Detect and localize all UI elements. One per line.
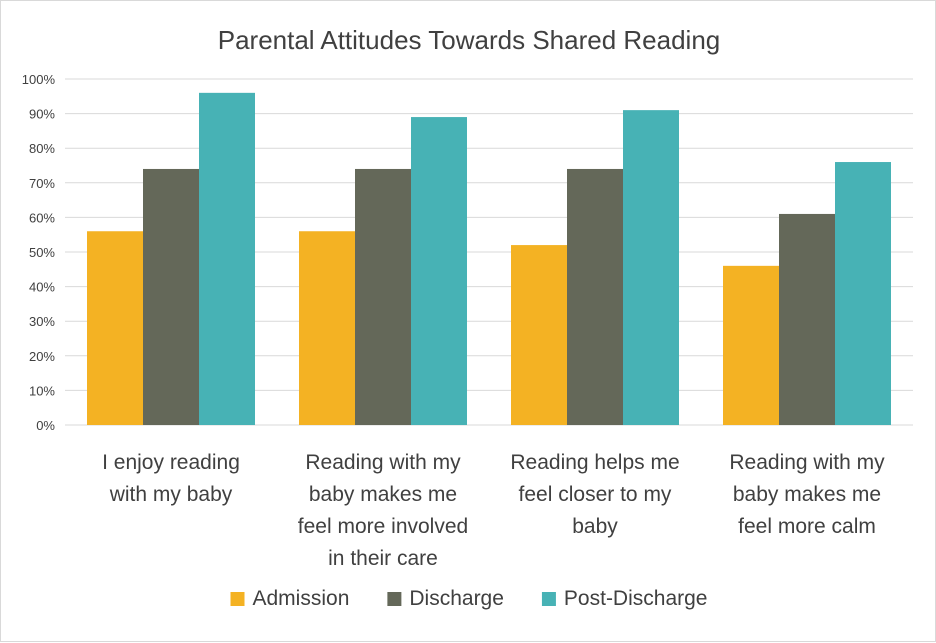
y-axis-ticks: 0% 10% 20% 30% 40% 50% 60% 70% 80% 90% 100% [22, 72, 56, 433]
y-tick-label: 90% [29, 107, 55, 122]
bar-admission [723, 265, 779, 425]
bar-discharge [355, 168, 411, 425]
x-category-label: Reading with my baby makes me feel more in… [298, 451, 468, 570]
bars [87, 92, 891, 426]
y-tick-label: 50% [29, 245, 55, 260]
x-category-label: Reading helps me feel closer to my baby [510, 451, 679, 538]
x-axis-categories: I enjoy reading with my baby Reading with … [102, 451, 885, 570]
chart-title: Parental Attitudes Towards Shared Readin… [218, 25, 721, 55]
y-tick-label: 20% [29, 349, 55, 364]
bar-post-discharge [411, 117, 467, 425]
x-category-label: Reading with my baby makes me feel more ca… [729, 451, 885, 538]
y-tick-label: 10% [29, 383, 55, 398]
bar-discharge [567, 168, 623, 425]
bar-post-discharge [623, 110, 679, 425]
y-tick-label: 70% [29, 176, 55, 191]
bar-admission [511, 245, 567, 425]
legend-label: Post-Discharge [564, 587, 708, 610]
y-tick-label: 100% [22, 72, 56, 87]
bar-admission [299, 231, 355, 425]
legend-swatch [230, 592, 245, 606]
y-tick-label: 30% [29, 314, 55, 329]
y-tick-label: 60% [29, 210, 55, 225]
legend-label: Discharge [409, 587, 504, 610]
bar-discharge [779, 213, 835, 425]
y-tick-label: 40% [29, 280, 55, 295]
legend-swatch [387, 592, 402, 606]
bar-post-discharge [199, 92, 255, 425]
bar-admission [87, 231, 143, 425]
x-category-label: I enjoy reading with my baby [102, 451, 240, 506]
legend: Admission Discharge Post-Discharge [230, 587, 708, 610]
legend-swatch [541, 592, 556, 606]
y-tick-label: 80% [29, 141, 55, 156]
y-tick-label: 0% [36, 418, 55, 433]
bar-post-discharge [835, 162, 891, 426]
bar-discharge [143, 168, 199, 425]
legend-label: Admission [253, 587, 350, 610]
